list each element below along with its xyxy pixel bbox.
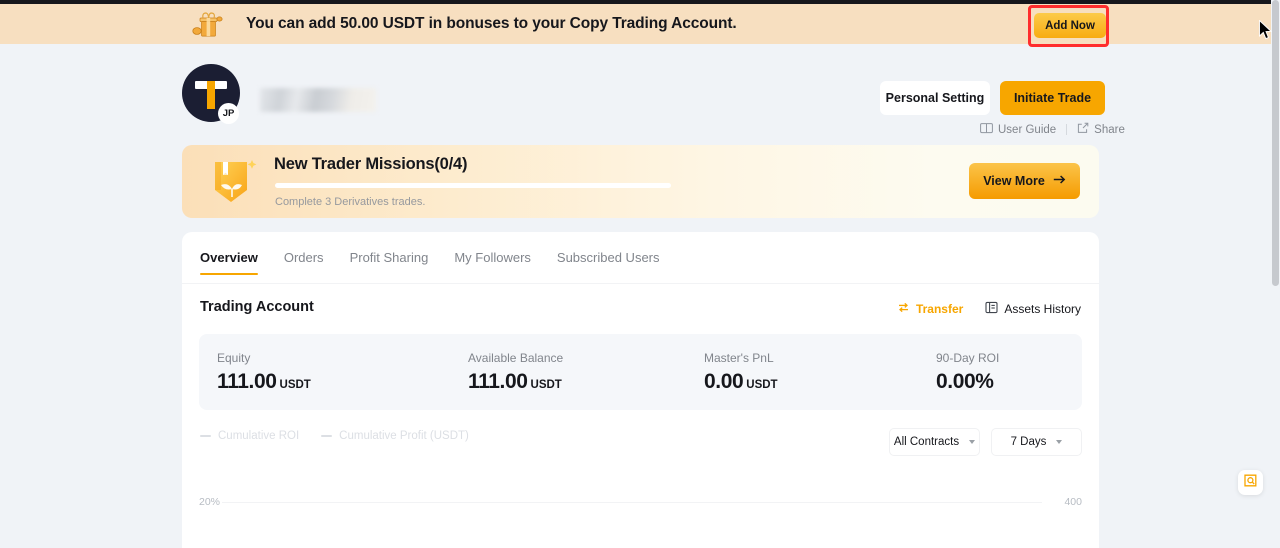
tab-orders[interactable]: Orders — [283, 250, 324, 265]
stat-equity: Equity 111.00 USDT — [217, 351, 311, 394]
vertical-scrollbar-track[interactable] — [1271, 0, 1280, 548]
user-guide-label: User Guide — [998, 123, 1057, 136]
tab-bar: Overview Orders Profit Sharing My Follow… — [200, 250, 660, 275]
support-widget-button[interactable] — [1238, 470, 1263, 495]
view-more-button[interactable]: View More — [969, 163, 1080, 199]
y-axis-tick-right-1: 300 — [1064, 546, 1082, 548]
stat-equity-unit: USDT — [279, 379, 311, 391]
avatar-image — [182, 64, 240, 122]
legend-dash-icon — [200, 435, 211, 437]
book-icon — [980, 122, 993, 137]
chevron-down-icon — [1056, 440, 1063, 444]
stat-available-balance-value-row: 111.00 USDT — [468, 370, 563, 394]
legend-item-cumulative-roi[interactable]: Cumulative ROI — [200, 430, 299, 442]
stat-masters-pnl: Master's PnL 0.00 USDT — [704, 351, 778, 394]
legend-dash-icon — [321, 435, 333, 437]
stat-90day-roi: 90-Day ROI 0.00% — [936, 351, 999, 394]
mission-progress-bar — [275, 183, 671, 188]
stat-masters-pnl-value-row: 0.00 USDT — [704, 370, 778, 394]
legend-item-cumulative-profit[interactable]: Cumulative Profit (USDT) — [321, 430, 469, 442]
stat-available-balance: Available Balance 111.00 USDT — [468, 351, 563, 394]
stat-90day-roi-value: 0.00% — [936, 370, 994, 393]
external-link-icon — [1077, 122, 1089, 137]
tab-overview[interactable]: Overview — [200, 250, 258, 275]
transfer-icon — [897, 301, 910, 317]
chart-filters: All Contracts 7 Days — [889, 428, 1082, 456]
tab-subscribed-users[interactable]: Subscribed Users — [556, 250, 660, 265]
stat-90day-roi-value-row: 0.00% — [936, 370, 999, 394]
legend-label-cumulative-roi: Cumulative ROI — [218, 430, 300, 442]
period-filter-value: 7 Days — [1010, 436, 1047, 448]
mission-book-icon — [205, 152, 263, 210]
stat-90day-roi-label: 90-Day ROI — [936, 351, 1000, 365]
initiate-trade-button[interactable]: Initiate Trade — [1000, 81, 1105, 115]
mission-card: New Trader Missions(0/4) Complete 3 Deri… — [182, 145, 1099, 218]
support-search-icon — [1243, 473, 1258, 493]
tab-my-followers[interactable]: My Followers — [454, 250, 531, 265]
stat-equity-label: Equity — [217, 351, 251, 365]
transfer-button[interactable]: Transfer — [897, 301, 963, 317]
stat-available-balance-unit: USDT — [530, 379, 562, 391]
assets-history-label: Assets History — [1004, 302, 1081, 316]
document-icon — [985, 301, 998, 317]
link-divider — [1066, 124, 1068, 135]
add-now-container: Add Now — [1028, 5, 1109, 47]
vertical-scrollbar-thumb[interactable] — [1272, 0, 1279, 286]
stat-equity-value-row: 111.00 USDT — [217, 370, 311, 394]
stat-equity-value: 111.00 — [217, 370, 277, 393]
promo-message: You can add 50.00 USDT in bonuses to you… — [246, 15, 737, 32]
profile-header: JP Personal Setting Initiate Trade User … — [0, 64, 1271, 144]
promo-banner: You can add 50.00 USDT in bonuses to you… — [0, 4, 1271, 47]
section-title: Trading Account — [200, 299, 314, 315]
stat-masters-pnl-unit: USDT — [746, 379, 778, 391]
promo-banner-inner: You can add 50.00 USDT in bonuses to you… — [0, 4, 1271, 47]
mission-subtitle: Complete 3 Derivatives trades. — [275, 196, 426, 208]
legend-label-cumulative-profit: Cumulative Profit (USDT) — [339, 430, 469, 442]
section-actions: Transfer Assets History — [897, 301, 1081, 317]
user-guide-link[interactable]: User Guide — [980, 122, 1056, 137]
stats-panel: Equity 111.00 USDT Available Balance 111.… — [199, 334, 1082, 410]
gridline — [222, 502, 1042, 503]
view-more-label: View More — [983, 174, 1045, 188]
personal-setting-button[interactable]: Personal Setting — [880, 81, 990, 115]
gift-box-icon — [190, 9, 224, 39]
chart-legend: Cumulative ROI Cumulative Profit (USDT) — [200, 430, 469, 442]
stat-masters-pnl-value: 0.00 — [704, 370, 744, 393]
mission-title: New Trader Missions(0/4) — [274, 155, 468, 173]
tab-profit-sharing[interactable]: Profit Sharing — [349, 250, 429, 265]
y-axis-tick-left-0: 20% — [199, 496, 221, 508]
profile-action-buttons: Personal Setting Initiate Trade — [880, 81, 1105, 115]
share-link[interactable]: Share — [1077, 122, 1125, 137]
transfer-label: Transfer — [915, 302, 964, 316]
chart-plot-area: 20% 400 15% 300 — [182, 462, 1099, 548]
avatar[interactable]: JP — [182, 64, 244, 126]
arrow-right-icon — [1053, 174, 1066, 188]
username-redacted — [260, 88, 376, 112]
contract-filter-select[interactable]: All Contracts — [889, 428, 980, 456]
mouse-cursor — [1259, 19, 1273, 40]
y-axis-tick-left-1: 15% — [199, 546, 220, 548]
top-dark-strip — [0, 0, 1271, 4]
avatar-region-badge: JP — [218, 103, 239, 124]
overview-card: Overview Orders Profit Sharing My Follow… — [182, 232, 1099, 548]
add-now-button[interactable]: Add Now — [1034, 13, 1106, 38]
tab-divider — [182, 283, 1099, 284]
chevron-down-icon — [969, 440, 976, 444]
stat-available-balance-label: Available Balance — [468, 351, 564, 365]
stat-masters-pnl-label: Master's PnL — [704, 351, 774, 365]
period-filter-select[interactable]: 7 Days — [991, 428, 1082, 456]
stat-available-balance-value: 111.00 — [468, 370, 528, 393]
assets-history-button[interactable]: Assets History — [985, 301, 1081, 317]
share-label: Share — [1094, 123, 1125, 136]
y-axis-tick-right-0: 400 — [1064, 496, 1082, 508]
profile-sub-links: User Guide Share — [980, 122, 1125, 137]
contract-filter-value: All Contracts — [893, 436, 960, 448]
